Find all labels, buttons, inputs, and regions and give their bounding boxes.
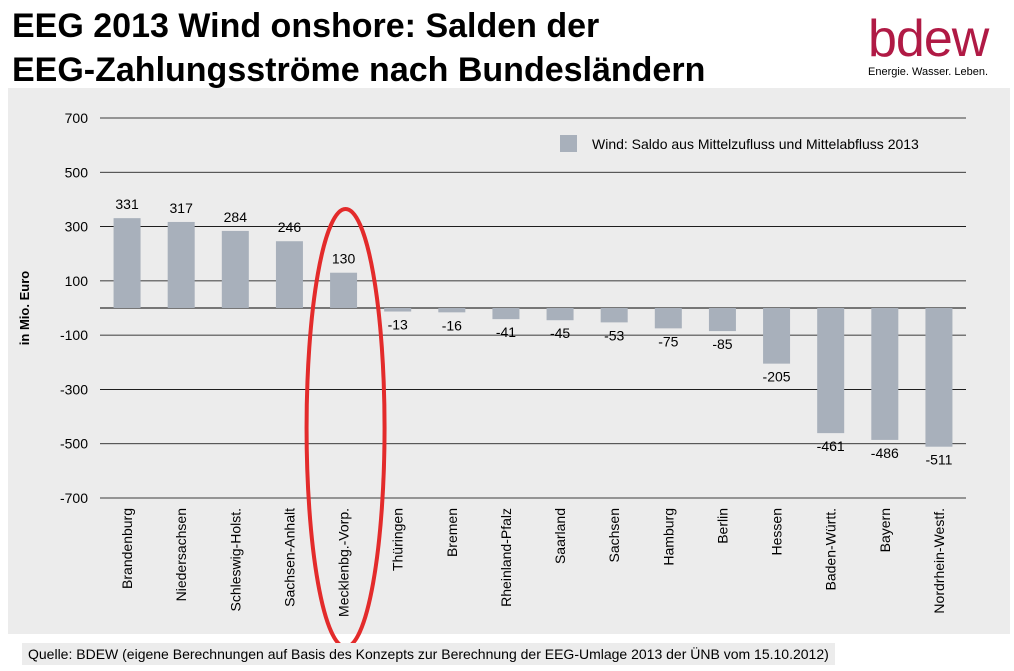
category-label: Berlin: [714, 508, 730, 544]
data-label: 130: [332, 251, 356, 267]
data-label: -41: [496, 324, 516, 340]
logo-word: bdew: [868, 10, 989, 68]
data-label: -486: [871, 445, 899, 461]
data-label: -75: [658, 333, 678, 349]
bar: [925, 308, 953, 447]
category-label: Thüringen: [390, 508, 406, 571]
logo-tagline: Energie. Wasser. Leben.: [868, 66, 989, 78]
y-tick-label: 300: [65, 219, 89, 235]
category-label: Nordrhein-Westf.: [931, 508, 947, 614]
category-label: Sachsen: [606, 508, 622, 562]
y-axis-label: in Mio. Euro: [17, 271, 32, 345]
data-label: 317: [170, 200, 194, 216]
bar: [817, 308, 845, 434]
legend-swatch: [560, 135, 577, 152]
category-label: Baden-Württ.: [823, 508, 839, 590]
page-title: EEG 2013 Wind onshore: Salden der EEG-Za…: [12, 4, 705, 92]
bar: [384, 308, 412, 312]
category-label: Rheinland-Pfalz: [498, 508, 514, 607]
bar: [438, 308, 466, 313]
category-label: Mecklenbg.-Vorp.: [336, 508, 352, 617]
y-tick-label: 100: [65, 273, 89, 289]
y-tick-label: -700: [60, 490, 88, 506]
data-label: -53: [604, 327, 624, 343]
y-tick-label: -500: [60, 436, 88, 452]
data-label: -16: [442, 317, 462, 333]
legend-label: Wind: Saldo aus Mittelzufluss und Mittel…: [592, 136, 919, 152]
category-label: Bremen: [444, 508, 460, 557]
data-label: -511: [925, 452, 952, 468]
y-tick-label: 500: [65, 164, 89, 180]
bar: [600, 308, 628, 323]
bar: [871, 308, 899, 440]
category-label: Niedersachsen: [173, 508, 189, 601]
data-label: 331: [115, 196, 139, 212]
data-label: -85: [712, 336, 732, 352]
category-label: Sachsen-Anhalt: [281, 508, 297, 607]
data-label: -205: [763, 369, 791, 385]
bar: [113, 218, 141, 308]
bar: [275, 241, 303, 308]
data-label: 246: [278, 219, 302, 235]
bdew-logo: bdew Energie. Wasser. Leben.: [868, 12, 1008, 78]
category-label: Hessen: [769, 508, 785, 555]
category-label: Brandenburg: [119, 508, 135, 589]
title-line-2: EEG-Zahlungsströme nach Bundesländern: [12, 51, 706, 89]
bar: [330, 272, 358, 308]
y-tick-label: 700: [65, 110, 89, 126]
bar: [708, 308, 736, 332]
bar: [221, 230, 249, 308]
bar: [546, 308, 574, 321]
category-label: Bayern: [877, 508, 893, 552]
bar: [492, 308, 520, 320]
data-label: -461: [817, 438, 845, 454]
title-line-1: EEG 2013 Wind onshore: Salden der: [12, 7, 600, 45]
data-label: 284: [224, 209, 248, 225]
category-label: Schleswig-Holst.: [227, 508, 243, 611]
y-tick-label: -100: [60, 327, 88, 343]
data-label: -13: [388, 317, 408, 333]
bar: [167, 221, 195, 308]
bar: [763, 308, 791, 364]
bar: [654, 308, 682, 329]
data-label: -45: [550, 325, 570, 341]
category-label: Hamburg: [660, 508, 676, 566]
category-label: Saarland: [552, 508, 568, 564]
source-note: Quelle: BDEW (eigene Berechnungen auf Ba…: [22, 643, 835, 665]
y-tick-label: -300: [60, 381, 88, 397]
